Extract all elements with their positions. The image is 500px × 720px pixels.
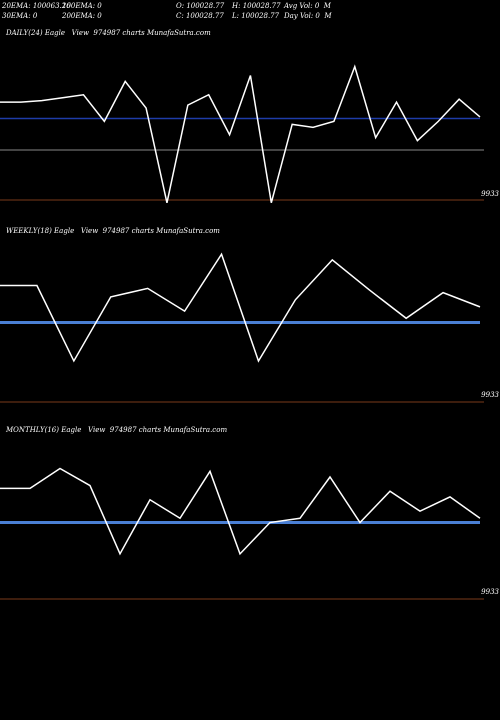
header-ema100: 100EMA: 0: [62, 2, 102, 10]
header-open: O: 100028.77: [176, 2, 225, 10]
daily-panel-title: DAILY(24) Eagle View 974987 charts Munaf…: [6, 29, 211, 37]
header-close: C: 100028.77: [176, 12, 224, 20]
header-day-vol: Day Vol: 0 M: [284, 12, 332, 20]
header-low: L: 100028.77: [232, 12, 280, 20]
weekly-price-line: [0, 252, 481, 363]
monthly-price-line: [0, 467, 481, 556]
daily-price-line: [0, 64, 481, 203]
weekly-panel-title: WEEKLY(18) Eagle View 974987 charts Muna…: [6, 227, 220, 235]
header-avg-vol: Avg Vol: 0 M: [284, 2, 331, 10]
header-ema20: 20EMA: 100063.26: [2, 2, 71, 10]
monthly-panel-title: MONTHLY(16) Eagle View 974987 charts Mun…: [6, 426, 228, 434]
header-ema200: 200EMA: 0: [62, 12, 102, 20]
monthly-tick-label: 9933: [481, 588, 499, 596]
header-ema30: 30EMA: 0: [2, 12, 38, 20]
daily-tick-label: 9933: [481, 190, 499, 198]
weekly-tick-label: 9933: [481, 391, 499, 399]
header-high: H: 100028.77: [232, 2, 281, 10]
